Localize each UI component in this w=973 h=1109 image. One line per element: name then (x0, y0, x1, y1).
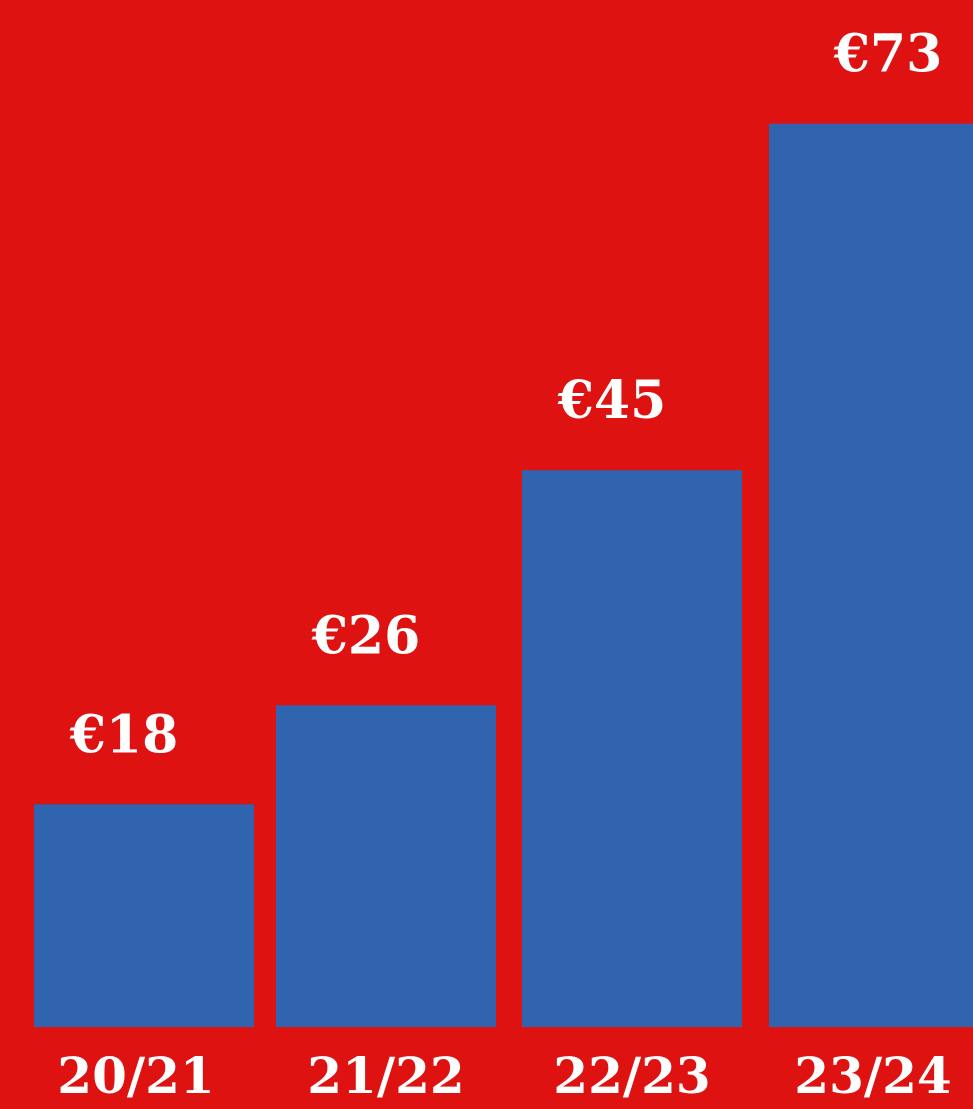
value-label: €73 (833, 24, 943, 85)
category-label: 20/21 (57, 1046, 214, 1105)
bar-20-21 (34, 804, 254, 1027)
bar-22-23 (522, 470, 742, 1028)
value-label: €45 (557, 370, 667, 431)
value-label: €18 (69, 704, 179, 765)
category-label: 22/23 (553, 1046, 710, 1105)
bar-21-22 (276, 705, 496, 1027)
value-label: €26 (311, 605, 421, 666)
bar-23-24 (769, 123, 973, 1028)
category-label: 21/22 (307, 1046, 464, 1105)
category-label: 23/24 (794, 1046, 951, 1105)
